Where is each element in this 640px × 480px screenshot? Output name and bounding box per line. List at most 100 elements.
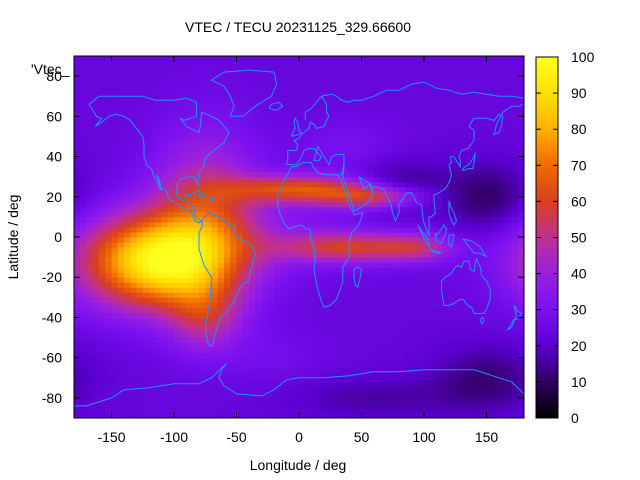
heatmap-cell (424, 412, 431, 418)
heatmap-cell (417, 216, 425, 223)
heatmap-cell (74, 171, 81, 178)
heatmap-cell (286, 191, 294, 198)
heatmap-cell (111, 136, 119, 142)
heatmap-cell (205, 387, 212, 394)
heatmap-cell (224, 382, 231, 389)
heatmap-cell (349, 347, 356, 354)
heatmap-cell (230, 312, 237, 318)
heatmap-cell (505, 397, 512, 404)
heatmap-cell (386, 262, 394, 268)
heatmap-cell (205, 206, 212, 213)
heatmap-cell (124, 367, 131, 374)
heatmap-cell (249, 277, 256, 283)
heatmap-cell (74, 312, 81, 318)
heatmap-cell (174, 146, 181, 153)
heatmap-cell (105, 101, 112, 107)
heatmap-cell (492, 297, 500, 303)
heatmap-cell (311, 247, 319, 253)
heatmap-cell (299, 71, 306, 77)
heatmap-cell (205, 272, 212, 278)
heatmap-cell (311, 372, 319, 379)
heatmap-cell (255, 237, 262, 243)
heatmap-cell (211, 206, 219, 213)
heatmap-cell (186, 106, 194, 112)
heatmap-cell (199, 392, 206, 399)
heatmap-cell (92, 272, 100, 278)
heatmap-cell (161, 161, 169, 168)
heatmap-cell (505, 186, 512, 193)
heatmap-cell (455, 402, 462, 409)
heatmap-cell (174, 81, 181, 87)
heatmap-cell (74, 71, 81, 77)
heatmap-cell (455, 387, 462, 394)
heatmap-cell (205, 252, 212, 258)
heatmap-cell (411, 136, 419, 142)
heatmap-cell (474, 121, 481, 127)
heatmap-cell (517, 267, 524, 273)
heatmap-cell (455, 362, 462, 369)
heatmap-cell (186, 397, 194, 404)
heatmap-cell (324, 226, 331, 233)
heatmap-cell (380, 282, 387, 288)
heatmap-cell (117, 141, 125, 147)
heatmap-cell (117, 96, 125, 102)
heatmap-cell (311, 81, 319, 87)
heatmap-cell (367, 161, 375, 168)
heatmap-cell (492, 116, 500, 122)
heatmap-cell (392, 362, 400, 369)
heatmap-cell (86, 221, 94, 228)
heatmap-cell (499, 171, 506, 178)
heatmap-cell (480, 307, 487, 313)
heatmap-cell (305, 312, 312, 318)
heatmap-cell (99, 317, 106, 323)
heatmap-cell (192, 176, 200, 183)
heatmap-cell (311, 141, 319, 147)
heatmap-cell (480, 242, 487, 248)
heatmap-cell (392, 352, 400, 359)
heatmap-cell (261, 392, 269, 399)
heatmap-cell (161, 141, 169, 147)
heatmap-cell (261, 141, 269, 147)
heatmap-cell (274, 111, 281, 117)
heatmap-cell (199, 161, 206, 168)
heatmap-cell (224, 237, 231, 243)
heatmap-cell (217, 277, 225, 283)
heatmap-cell (342, 387, 350, 394)
heatmap-cell (380, 146, 387, 153)
heatmap-cell (92, 161, 100, 168)
heatmap-cell (167, 151, 175, 158)
heatmap-cell (349, 337, 356, 344)
heatmap-cell (330, 342, 337, 349)
heatmap-cell (499, 377, 506, 384)
heatmap-cell (436, 362, 444, 369)
heatmap-cell (517, 151, 524, 158)
heatmap-cell (436, 96, 444, 102)
heatmap-cell (349, 332, 356, 339)
heatmap-cell (167, 282, 175, 288)
heatmap-cell (217, 96, 225, 102)
heatmap-cell (374, 126, 381, 132)
heatmap-cell (455, 317, 462, 323)
heatmap-cell (492, 247, 500, 253)
heatmap-cell (299, 242, 306, 248)
heatmap-cell (449, 267, 456, 273)
heatmap-cell (436, 237, 444, 243)
heatmap-cell (217, 156, 225, 163)
heatmap-cell (386, 146, 394, 153)
heatmap-cell (392, 262, 400, 268)
heatmap-cell (492, 201, 500, 208)
heatmap-cell (74, 272, 81, 278)
heatmap-cell (211, 347, 219, 354)
heatmap-cell (80, 362, 87, 369)
heatmap-cell (336, 257, 344, 263)
heatmap-cell (236, 337, 244, 344)
heatmap-cell (174, 247, 181, 253)
heatmap-cell (511, 126, 519, 132)
heatmap-cell (399, 81, 406, 87)
heatmap-cell (374, 377, 381, 384)
heatmap-cell (405, 402, 412, 409)
heatmap-cell (249, 282, 256, 288)
heatmap-cell (236, 322, 244, 328)
heatmap-cell (405, 277, 412, 283)
heatmap-cell (405, 337, 412, 344)
